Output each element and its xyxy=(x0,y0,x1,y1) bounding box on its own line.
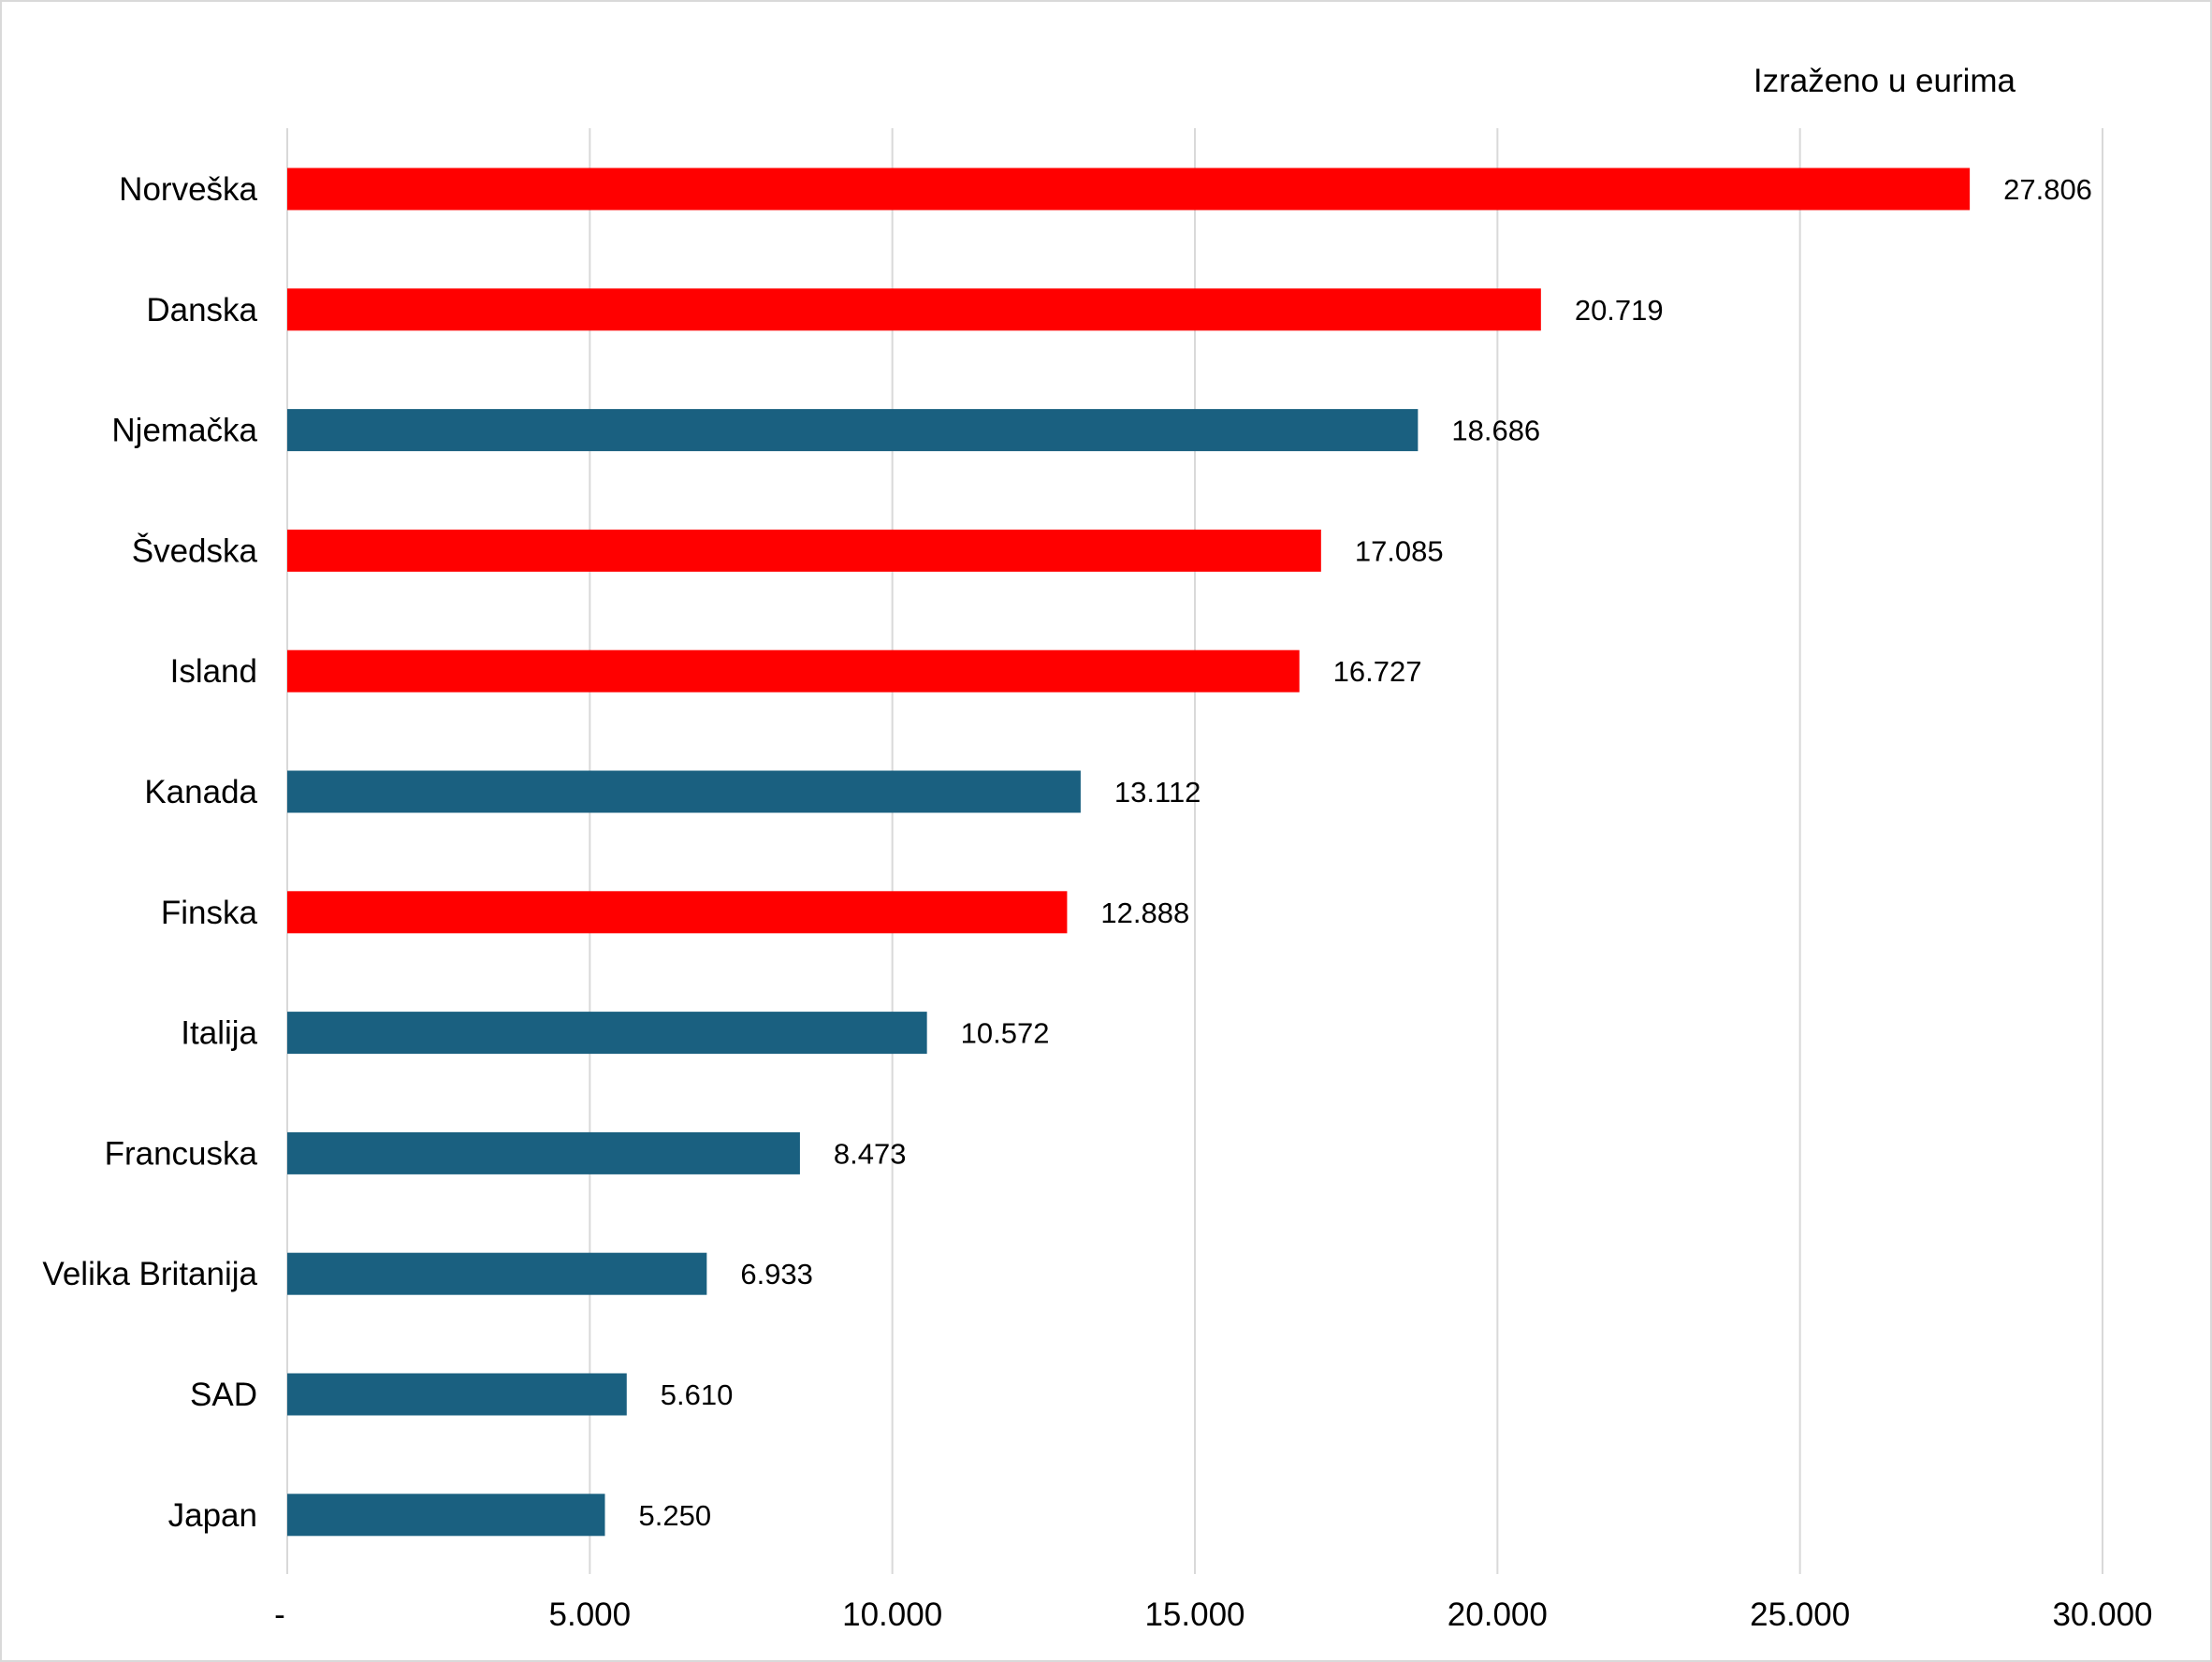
bars xyxy=(287,168,1971,1537)
bar xyxy=(287,1012,927,1055)
value-label: 16.727 xyxy=(1333,655,1422,688)
value-label: 6.933 xyxy=(740,1258,813,1290)
category-label: Velika Britanija xyxy=(42,1256,257,1292)
value-label: 27.806 xyxy=(2003,173,2092,206)
category-label: Kanada xyxy=(144,774,257,810)
bar xyxy=(287,529,1321,572)
value-label: 5.610 xyxy=(661,1378,734,1411)
bar xyxy=(287,1131,800,1174)
value-label: 20.719 xyxy=(1575,294,1664,327)
bar xyxy=(287,1252,707,1295)
value-label: 18.686 xyxy=(1451,415,1540,447)
bar xyxy=(287,168,1971,211)
x-tick-label: 25.000 xyxy=(1750,1596,1850,1633)
value-label: 8.473 xyxy=(834,1137,907,1170)
category-label: Island xyxy=(170,653,257,690)
category-label: SAD xyxy=(190,1377,257,1413)
bar xyxy=(287,891,1068,934)
gridlines xyxy=(286,128,2103,1574)
bar xyxy=(287,288,1541,331)
x-tick-label: 15.000 xyxy=(1144,1596,1244,1633)
category-label: Japan xyxy=(168,1497,257,1534)
bar xyxy=(287,1373,627,1416)
value-label: 10.572 xyxy=(961,1017,1050,1050)
unit-note: Izraženo u eurima xyxy=(1754,63,2016,99)
bar xyxy=(287,1494,605,1537)
x-tick-label: 30.000 xyxy=(2052,1596,2152,1633)
labels: - 5.000 10.000 15.000 20.000 25.000 30.000 Norv… xyxy=(42,171,2152,1633)
x-tick-label: 20.000 xyxy=(1448,1596,1548,1633)
bar xyxy=(287,649,1300,692)
category-label: Danska xyxy=(146,292,257,328)
bar xyxy=(287,409,1419,452)
x-tick-label: 5.000 xyxy=(549,1596,632,1633)
category-label: Italija xyxy=(181,1015,257,1052)
value-label: 12.888 xyxy=(1100,897,1189,929)
x-tick-label: 10.000 xyxy=(842,1596,942,1633)
bar xyxy=(287,770,1081,813)
category-label: Finska xyxy=(161,895,258,931)
category-label: Švedska xyxy=(132,532,258,569)
value-label: 5.250 xyxy=(639,1499,712,1532)
category-label: Njemačka xyxy=(111,413,257,449)
value-label: 13.112 xyxy=(1114,776,1201,809)
value-label: 17.085 xyxy=(1355,534,1444,567)
category-label: Francuska xyxy=(105,1135,258,1172)
x-tick-label: - xyxy=(274,1596,285,1633)
category-label: Norveška xyxy=(119,171,257,208)
